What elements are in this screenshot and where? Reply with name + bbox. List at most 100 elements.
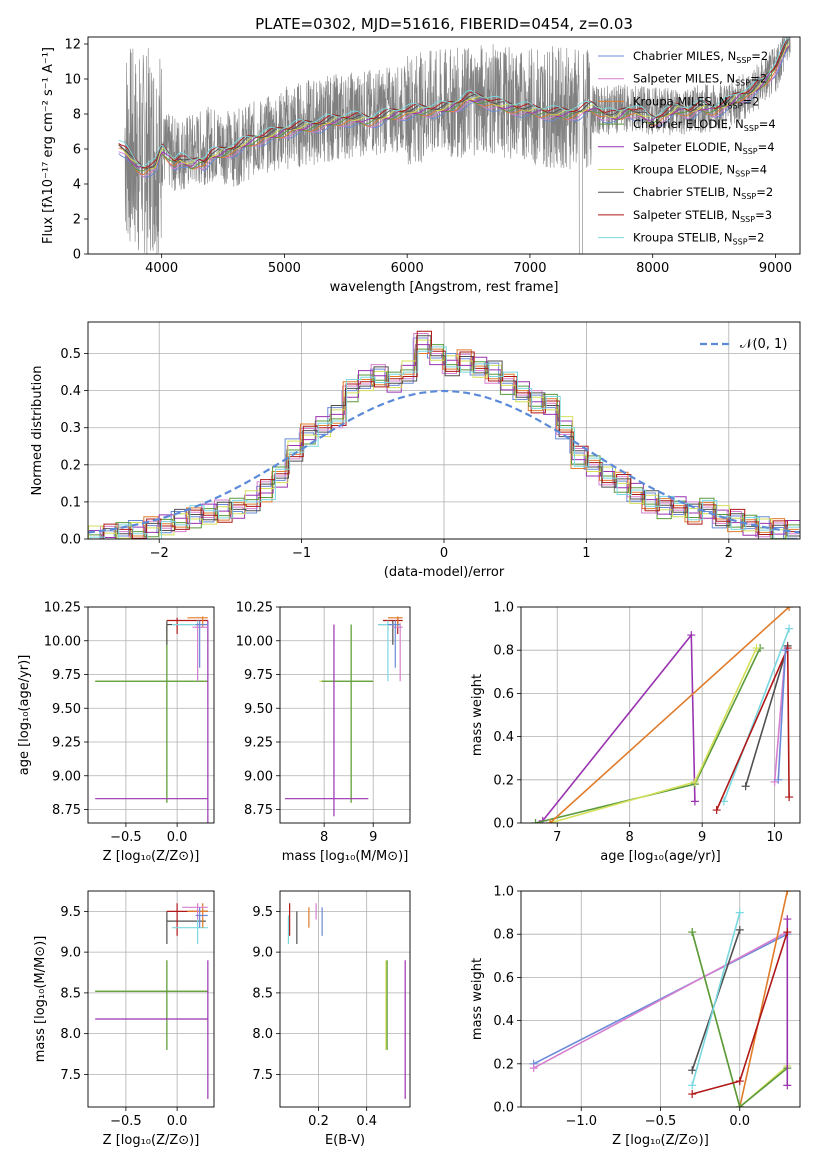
mass_vs_Z-panel: −0.5 0.0 7.5 8.0 8.5 9.0 9.5 Z [log₁₀(Z/Z⊙)] mas… xyxy=(33,890,215,1148)
legend-label-salpeter_elodie: Salpeter ELODIE, NSSP=4 xyxy=(633,140,775,156)
y-tick-label: 9.50 xyxy=(52,702,81,717)
mass_vs_EBV-plot xyxy=(287,903,406,1099)
legend-label-salpeter_stelib: Salpeter STELIB, NSSP=3 xyxy=(633,208,772,224)
y-tick-label: 8.5 xyxy=(60,986,81,1001)
y-tick-label: 0.1 xyxy=(60,495,81,510)
marker-kroupa_stelib xyxy=(735,908,744,917)
y-tick-label: 8.75 xyxy=(244,803,273,818)
y-tick-label: 0.4 xyxy=(493,1014,514,1029)
series-chabrier_miles xyxy=(777,650,787,780)
y-tick-label: 0.5 xyxy=(60,347,81,362)
x-tick-label: −2 xyxy=(150,546,169,561)
x-tick-label: 0.4 xyxy=(356,1114,377,1129)
model-line-chabrier_elodie xyxy=(118,47,790,172)
marker-kroupa_miles xyxy=(785,607,794,611)
marker-chabrier_elodie xyxy=(735,1103,744,1107)
series-kroupa_stelib xyxy=(691,912,741,1086)
y-tick-label: 1.0 xyxy=(493,885,514,900)
histogram-salpeter_stelib xyxy=(89,330,800,539)
y-tick-label: 9.5 xyxy=(252,905,273,920)
series-salpeter_elodie xyxy=(542,632,696,822)
series-chabrier_elodie xyxy=(691,931,788,1107)
y-tick-label: 7.5 xyxy=(252,1068,273,1083)
x-tick-label: 10 xyxy=(766,830,783,845)
weight_vs_Z-plot xyxy=(529,891,792,1107)
histogram-kroupa_elodie xyxy=(88,339,800,539)
y-tick-label: 9.00 xyxy=(244,769,273,784)
y-tick-label: 0.2 xyxy=(60,458,81,473)
series-salpeter_miles xyxy=(533,931,788,1069)
marker-chabrier_stelib xyxy=(741,782,750,791)
y-tick-label: 1.0 xyxy=(493,601,514,616)
y-tick-label: 0.0 xyxy=(60,533,81,548)
y-tick-label: 10.00 xyxy=(236,634,273,649)
residuals-legend: 𝒩(0, 1) xyxy=(700,337,787,352)
y-tick-label: 9.75 xyxy=(244,668,273,683)
series-chabrier_miles xyxy=(533,933,788,1065)
legend-label-salpeter_miles: Salpeter MILES, NSSP=2 xyxy=(633,72,767,88)
y-tick-label: 0.8 xyxy=(493,928,514,943)
x-tick-label: 0.0 xyxy=(167,830,188,845)
y-tick-label: 8.5 xyxy=(252,986,273,1001)
marker-chabrier_miles xyxy=(781,646,790,655)
x-tick-label: 7000 xyxy=(513,261,546,276)
x-tick-label: −0.5 xyxy=(645,1114,677,1129)
x-tick-label: 9 xyxy=(369,830,377,845)
spectrum-panel: 4000 5000 6000 7000 8000 9000 0 2 4 6 8 10 12 wavelen… xyxy=(41,36,801,295)
x-axis-label: Z [log₁₀(Z/Z⊙)] xyxy=(103,849,200,864)
marker-kroupa_miles xyxy=(783,891,792,895)
series-kroupa_miles xyxy=(739,891,789,1107)
series-kroupa_miles xyxy=(549,607,790,823)
marker-salpeter_stelib xyxy=(712,806,721,815)
model-line-kroupa_stelib xyxy=(118,37,790,168)
x-tick-label: −1 xyxy=(292,546,311,561)
y-tick-label: 0.2 xyxy=(493,773,514,788)
y-axis-label: mass [log₁₀(M/M⊙)] xyxy=(33,936,48,1063)
x-axis-label: wavelength [Angstrom, rest frame] xyxy=(330,280,559,295)
y-tick-label: 0.6 xyxy=(493,687,514,702)
x-tick-label: 8 xyxy=(626,830,634,845)
x-tick-label: 0.2 xyxy=(308,1114,329,1129)
series-kroupa_stelib xyxy=(723,628,790,802)
marker-salpeter_elodie xyxy=(690,797,699,806)
mass_vs_Z-plot xyxy=(95,903,209,1099)
x-tick-label: 8000 xyxy=(636,261,669,276)
histogram-chabrier_stelib xyxy=(89,335,800,539)
mass_vs_EBV-panel: 0.2 0.4 7.5 8.0 8.5 9.0 9.5 E(B-V) xyxy=(252,890,411,1148)
marker-chabrier_elodie xyxy=(531,819,540,823)
y-tick-label: 0 xyxy=(73,248,81,263)
y-axis-label: Flux [fλ10⁻¹⁷ erg cm⁻² s⁻¹ A⁻¹] xyxy=(41,47,56,244)
marker-salpeter_elodie xyxy=(783,1081,792,1090)
axes-frame xyxy=(87,321,801,540)
residuals-panel: −2 −1 0 1 2 0.0 0.1 0.2 0.3 0.4 0.5 (data-model)/er… xyxy=(30,321,801,580)
legend-label-normal: 𝒩(0, 1) xyxy=(740,337,787,352)
marker-salpeter_miles xyxy=(770,777,779,786)
marker-chabrier_stelib xyxy=(688,1066,697,1075)
x-axis-label: E(B-V) xyxy=(325,1133,365,1148)
x-tick-label: 7 xyxy=(553,830,561,845)
age_vs_Z-panel: −0.5 0.0 8.75 9.00 9.25 9.50 9.75 10.00 10.25 Z [… xyxy=(17,601,215,864)
marker-kroupa_elodie xyxy=(752,644,761,653)
x-tick-label: 2 xyxy=(725,546,733,561)
y-tick-label: 0.2 xyxy=(493,1057,514,1072)
histogram-kroupa_stelib xyxy=(89,346,800,539)
marker-salpeter_stelib xyxy=(735,1077,744,1086)
y-tick-label: 6 xyxy=(73,143,81,158)
y-tick-label: 0.6 xyxy=(493,971,514,986)
x-axis-label: mass [log₁₀(M/M⊙)] xyxy=(282,849,409,864)
x-tick-label: −0.5 xyxy=(110,830,142,845)
marker-salpeter_elodie xyxy=(783,915,792,924)
y-axis-label: mass weight xyxy=(470,958,485,1040)
y-axis-label: Normed distribution xyxy=(30,366,45,496)
y-tick-label: 10 xyxy=(64,73,81,88)
age_vs_mass-plot xyxy=(284,616,403,817)
y-tick-label: 9.0 xyxy=(60,946,81,961)
y-tick-label: 8 xyxy=(73,108,81,123)
normal-curve xyxy=(88,389,800,534)
axes-frame xyxy=(520,890,801,1108)
y-tick-label: 9.25 xyxy=(52,736,81,751)
marker-salpeter_stelib xyxy=(688,1090,697,1099)
y-axis-label: age [log₁₀(age/yr)] xyxy=(17,655,32,776)
legend-label-kroupa_miles: Kroupa MILES, NSSP=2 xyxy=(633,94,759,110)
